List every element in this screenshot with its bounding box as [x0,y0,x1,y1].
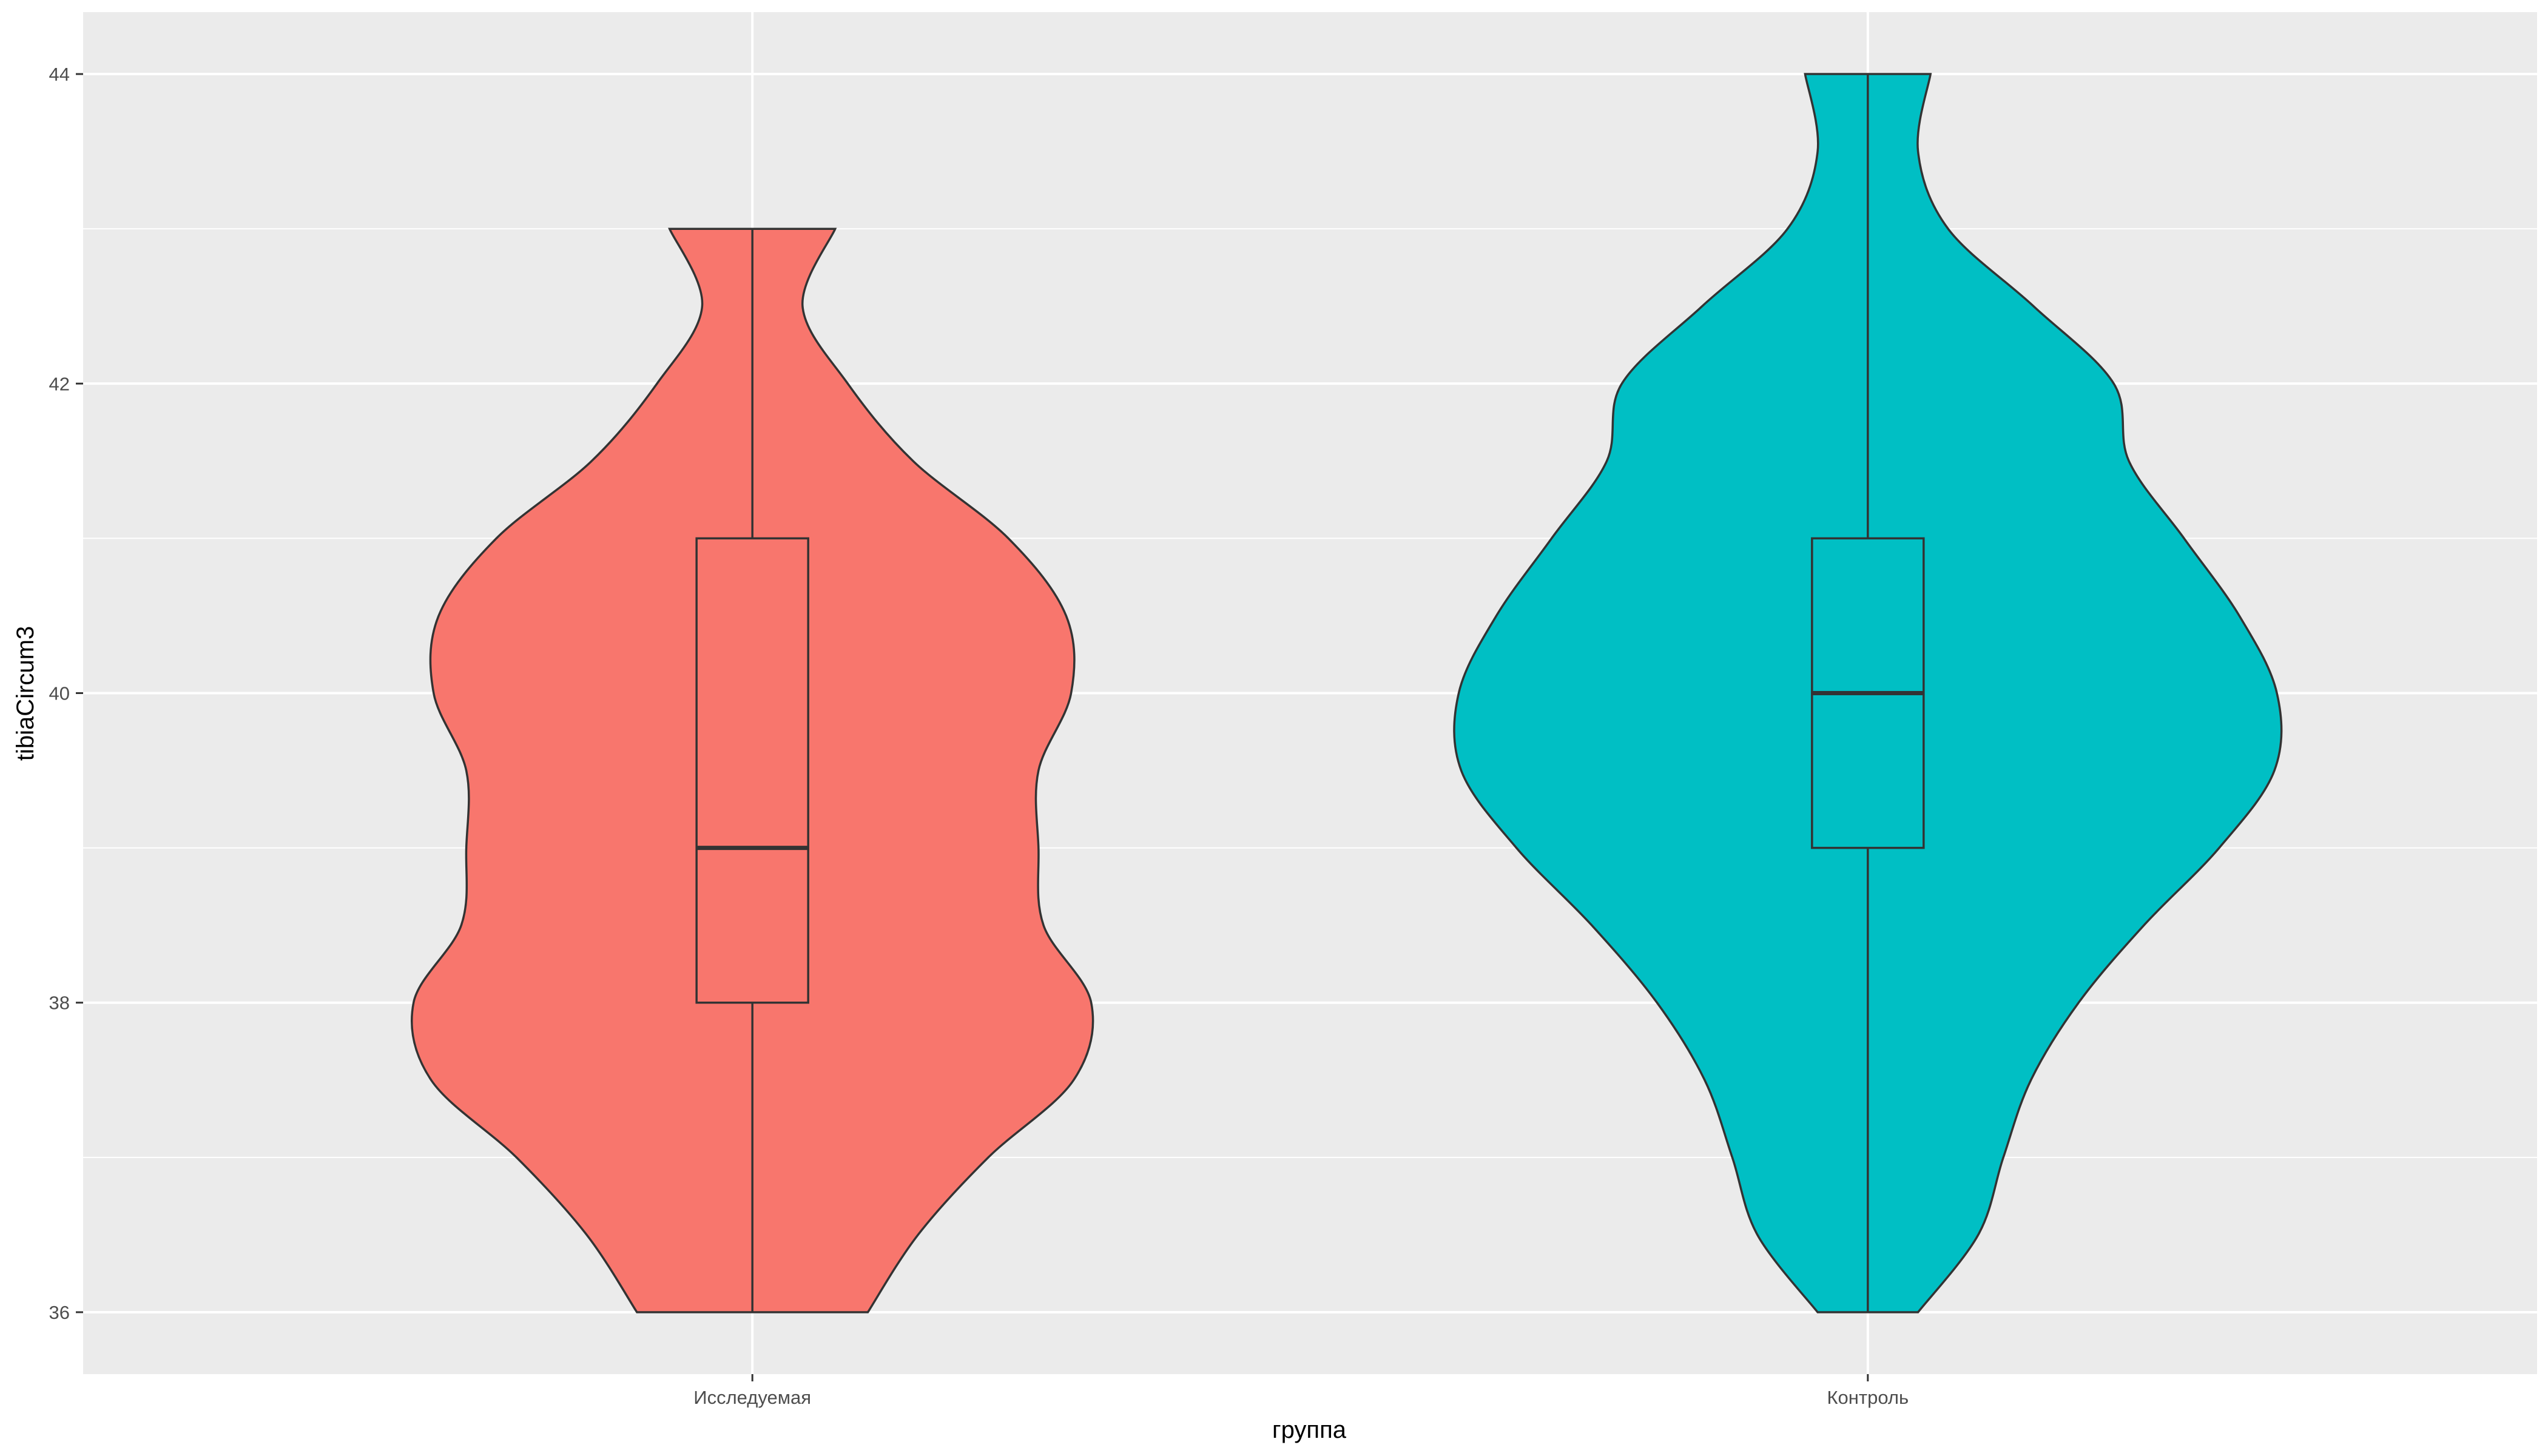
axes: 36 38 40 42 44 Исследуемая Контроль [49,64,1909,1408]
y-tick-label: 38 [49,993,70,1014]
x-tick-label: Контроль [1827,1387,1909,1408]
y-tick-label: 44 [49,64,70,85]
violin-1 [411,228,1094,1313]
box-iqr [695,537,809,1004]
y-tick-label: 40 [49,683,70,704]
y-tick-label: 36 [49,1302,70,1323]
y-axis-title: tibiaCircum3 [12,626,39,761]
boxplots [695,74,1925,1312]
x-tick-label: Исследуемая [693,1387,811,1408]
y-tick-label: 42 [49,373,70,394]
x-axis-title: группа [1272,1417,1347,1443]
